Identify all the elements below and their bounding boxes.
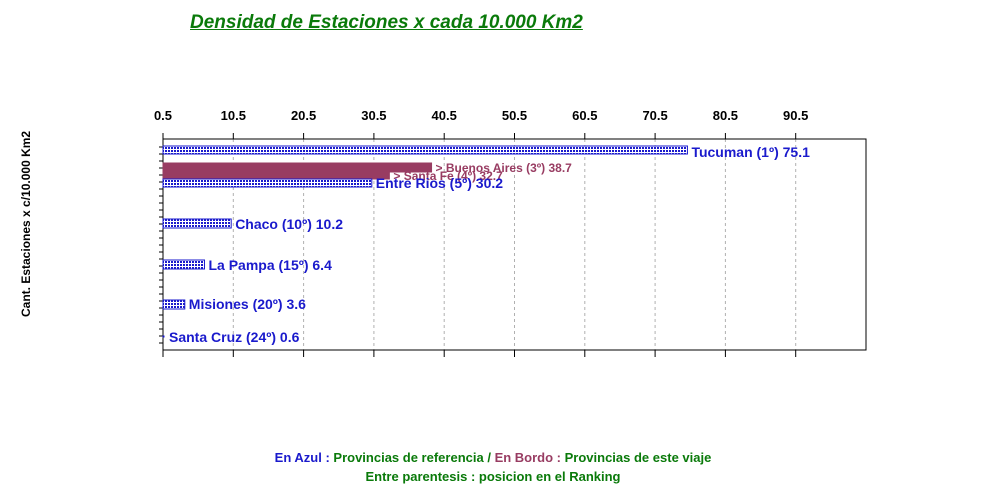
legend-bordo-label: En Bordo : — [494, 450, 561, 465]
bar — [162, 178, 373, 188]
x-tick-label: 90.5 — [783, 108, 808, 123]
x-tick-label: 20.5 — [291, 108, 316, 123]
bar — [162, 218, 232, 229]
bar-label: Entre Rios (5º) 30.2 — [376, 175, 503, 191]
bar — [162, 335, 165, 338]
x-tick-label: 70.5 — [642, 108, 667, 123]
x-tick-label: 60.5 — [572, 108, 597, 123]
legend-azul-text: Provincias de referencia / — [333, 450, 491, 465]
x-tick-label: 0.5 — [154, 108, 172, 123]
ranking-note: Entre parentesis : posicion en el Rankin… — [365, 469, 621, 484]
bar-label: La Pampa (15º) 6.4 — [208, 257, 332, 273]
x-tick-label: 50.5 — [502, 108, 527, 123]
x-tick-label: 10.5 — [221, 108, 246, 123]
bar — [162, 259, 205, 270]
bar-label: > Santa Fe (4º) 32.7 — [393, 169, 503, 183]
bar-label: > Buenos Aires (3º) 38.7 — [436, 161, 573, 175]
chart-title: Densidad de Estaciones x cada 10.000 Km2 — [190, 12, 583, 33]
bar-label: Chaco (10º) 10.2 — [235, 216, 343, 232]
legend-azul-label: En Azul : — [274, 450, 330, 465]
bar — [162, 299, 186, 310]
x-tick-label: 30.5 — [361, 108, 386, 123]
legend-bordo-text: Provincias de este viaje — [564, 450, 712, 465]
bar — [162, 170, 390, 180]
bar-label: Tucuman (1º) 75.1 — [691, 144, 810, 160]
legend-line: En Azul : Provincias de referencia / En … — [0, 450, 986, 465]
x-tick-label: 40.5 — [432, 108, 457, 123]
x-tick-label: 80.5 — [713, 108, 738, 123]
bar-label: Santa Cruz (24º) 0.6 — [169, 329, 300, 345]
bar-label: Misiones (20º) 3.6 — [189, 296, 306, 312]
bar — [162, 145, 688, 155]
